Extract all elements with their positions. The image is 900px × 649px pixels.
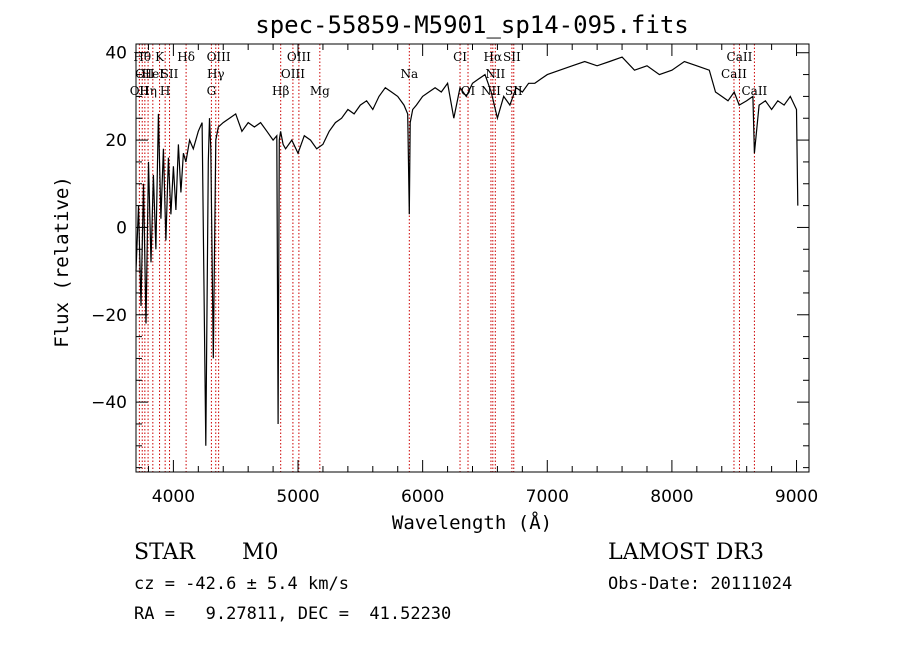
line-marker-label: OII xyxy=(135,67,155,81)
flux-line xyxy=(135,56,799,446)
line-marker-label: Hδ xyxy=(177,50,195,64)
x-tick-label: 5000 xyxy=(276,487,319,507)
line-marker-label: H xyxy=(160,84,170,98)
line-marker-label: Hγ xyxy=(207,67,225,81)
line-marker-label: Hβ xyxy=(272,84,289,98)
line-marker-label: CaII xyxy=(741,84,767,98)
line-marker-label: OII xyxy=(130,84,150,98)
line-marker-label: CaII xyxy=(727,50,753,64)
y-axis-ticks: −40 −20 0 20 40 xyxy=(91,44,809,469)
line-marker-label: SII xyxy=(161,67,179,81)
y-axis-label: Flux (relative) xyxy=(51,176,73,348)
line-marker-label: Na xyxy=(400,67,418,81)
line-marker-label: OIII xyxy=(281,67,305,81)
line-marker-label: OIII xyxy=(287,50,311,64)
redshift-velocity: cz = -42.6 ± 5.4 km/s xyxy=(134,574,349,594)
line-marker-label: Hθ xyxy=(133,50,151,64)
y-tick-label: 20 xyxy=(105,131,127,151)
line-marker-label: NII xyxy=(485,67,505,81)
y-tick-label: −20 xyxy=(91,306,127,326)
line-marker-label: Hα xyxy=(484,50,503,64)
line-marker-label: OIII xyxy=(207,50,231,64)
line-marker-label: CI xyxy=(453,50,467,64)
y-tick-label: −40 xyxy=(91,393,127,413)
line-marker-label: CaII xyxy=(721,67,747,81)
y-tick-label: 40 xyxy=(105,44,127,64)
line-marker-label: HeI xyxy=(142,67,165,81)
x-tick-label: 6000 xyxy=(401,487,444,507)
y-tick-label: 0 xyxy=(116,218,127,238)
star-subclass: M0 xyxy=(242,540,279,565)
star-class: STAR xyxy=(134,540,195,565)
x-tick-label: 9000 xyxy=(775,487,818,507)
line-marker-label: SII xyxy=(503,50,521,64)
x-tick-label: 7000 xyxy=(526,487,569,507)
x-tick-label: 8000 xyxy=(650,487,693,507)
line-markers xyxy=(138,44,755,472)
chart-title: spec-55859-M5901_sp14-095.fits xyxy=(255,11,688,39)
survey-name: LAMOST DR3 xyxy=(608,540,764,565)
line-marker-label: SII xyxy=(505,84,523,98)
line-marker-label: G xyxy=(207,84,217,98)
line-marker-label: Mg xyxy=(310,84,330,98)
sky-coordinates: RA = 9.27811, DEC = 41.52230 xyxy=(134,604,452,624)
line-marker-label: K xyxy=(155,50,165,64)
observation-date: Obs-Date: 20111024 xyxy=(608,574,793,594)
x-axis-label: Wavelength (Å) xyxy=(392,511,552,534)
x-axis-ticks: 4000 5000 6000 7000 8000 9000 xyxy=(147,44,818,507)
line-marker-labels: OIIHθOIIHηHeIKHSIIHδGHγOIIIHβOIIIOIIIMgN… xyxy=(130,50,768,98)
flux-series xyxy=(135,56,799,446)
line-marker-label: Hη xyxy=(139,84,157,98)
x-tick-label: 4000 xyxy=(152,487,195,507)
plot-frame xyxy=(135,43,810,473)
